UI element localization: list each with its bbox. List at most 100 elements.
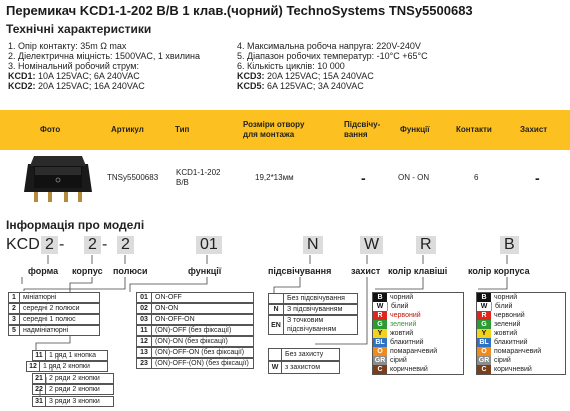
list-item: 5 надмініатюрні (8, 325, 100, 336)
cell-type: KCD1-1-202 B/B (176, 167, 221, 187)
spec-line: 2. Діелектрична міцність: 1500VAC, 1 хви… (8, 51, 200, 61)
label-key-color: колір клавіші (388, 266, 448, 276)
code-seg-key-color: R (416, 236, 436, 254)
label-protection: захист (351, 266, 381, 276)
label-backlight: підсвічування (268, 266, 332, 276)
header-contacts: Контакти (456, 125, 492, 134)
list-item: 12 (ON)-ON (без фіксації) (136, 336, 254, 347)
code-seg-body: 2 (84, 236, 101, 254)
cell-size: 19,2*13мм (255, 173, 294, 182)
spec-kcd3: KCD3: 20A 125VAC; 15A 240VAC (237, 71, 374, 81)
spec-line: 5. Діапазон робочих температур: -10°C +6… (237, 51, 428, 61)
body-list-item: 21 2 ряди 2 кнопки (32, 373, 114, 384)
body-list-item: 12 1 ряд 2 кнопки (26, 361, 108, 372)
header-size: Розміри отвору для монтажа (243, 120, 305, 139)
label-body-color: колір корпуса (468, 266, 530, 276)
label-body: корпус (72, 266, 103, 276)
code-dash: - (102, 236, 108, 253)
code-prefix: KCD (6, 236, 40, 253)
list-item: 1 мініатюрні (8, 292, 100, 303)
color-row: GR сірий (477, 356, 511, 365)
spec-kcd1: KCD1: 10A 125VAC; 6A 240VAC (8, 71, 140, 81)
list-item: Без підсвічування (268, 293, 358, 304)
label-poles: полюси (113, 266, 148, 276)
list-item: 13 (ON)-OFF-ON (без фіксації) (136, 347, 254, 358)
body-list-item: 11 1 ряд 1 кнопка (32, 350, 108, 361)
list-item: 3 середні 1 полюс (8, 314, 100, 325)
spec-line: 6. Кількість циклів: 10 000 (237, 61, 345, 71)
code-seg-form: 2 (41, 236, 58, 254)
header-photo: Фото (40, 125, 61, 134)
list-item: 02 ON-ON (136, 303, 254, 314)
specs-right: 4. Максимальна робоча напруга: 220V-240V… (237, 41, 428, 91)
spec-line: 1. Опір контакту: 35m Ω max (8, 41, 127, 51)
code-dash: - (59, 236, 65, 253)
cell-backlight: - (361, 169, 366, 186)
code-seg-functions: 01 (196, 236, 222, 254)
form-list: 1 мініатюрні 2 середні 2 полюси 3 середні 1… (8, 292, 100, 336)
spec-kcd5: KCD5: 6A 125VAC; 3A 240VAC (237, 81, 364, 91)
code-seg-poles: 2 (117, 236, 134, 254)
list-item: EN З точковим підсвічуванням (268, 315, 358, 335)
color-row: BL блакитний (477, 338, 565, 347)
model-code: KCD (6, 236, 40, 254)
page-title: Перемикач KCD1-1-202 B/B 1 клав.(чорний)… (6, 3, 473, 18)
code-seg-protection: W (360, 236, 384, 254)
header-type: Тип (175, 125, 190, 134)
spec-line: 3. Номінальний робочий струм: (8, 61, 139, 71)
cell-protection: - (535, 169, 540, 186)
header-protection: Захист (520, 125, 548, 134)
product-table: Фото Артикул Тип Розміри отвору для монт… (0, 110, 570, 205)
info-heading: Інформація про моделі (6, 218, 145, 232)
color-row: GR сірий (373, 356, 407, 365)
cell-contacts: 6 (474, 173, 479, 182)
list-item: 11 (ON)-OFF (без фіксації) (136, 325, 254, 336)
color-row: BL блакитний (373, 338, 463, 347)
body-list-item: 31 3 ряди 3 кнопки (32, 396, 114, 407)
cell-function: ON - ON (398, 173, 430, 182)
cell-article: TNSy5500683 (107, 173, 159, 182)
list-item: 2 середні 2 полюси (8, 303, 100, 314)
header-backlight: Підсвічу-вання (344, 120, 381, 139)
spec-kcd2: KCD2: 20A 125VAC; 16A 240VAC (8, 81, 145, 91)
list-item: 03 ON-OFF-ON (136, 314, 254, 325)
specs-heading: Технічні характеристики (6, 22, 152, 36)
specs-left: 1. Опір контакту: 35m Ω max 2. Діелектри… (8, 41, 200, 91)
product-photo (10, 150, 105, 205)
spec-line: 4. Максимальна робоча напруга: 220V-240V (237, 41, 421, 51)
list-item: Без захисту (268, 348, 340, 361)
header-article: Артикул (111, 125, 144, 134)
label-functions: функції (188, 266, 222, 276)
table-header (0, 110, 570, 150)
code-seg-body-color: B (500, 236, 519, 254)
label-form: форма (28, 266, 59, 276)
body-list-item: 22 2 ряди 2 кнопки (32, 384, 114, 395)
rocker-switch-image (23, 155, 92, 202)
code-seg-backlight: N (303, 236, 323, 254)
function-list: 01 ON-OFF 02 ON-ON 03 ON-OFF-ON 11 (ON)-OFF … (136, 292, 254, 369)
list-item: 01 ON-OFF (136, 292, 254, 303)
list-item: 23 (ON)-OFF-(ON) (без фіксації) (136, 358, 254, 369)
header-functions: Функції (400, 125, 430, 134)
